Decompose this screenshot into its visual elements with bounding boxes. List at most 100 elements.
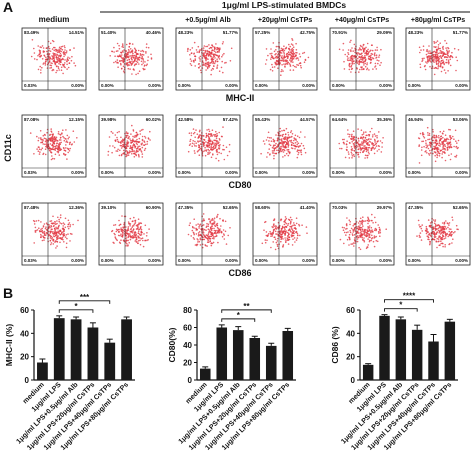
event-dot — [128, 152, 130, 154]
event-dot — [451, 216, 454, 219]
event-dot — [203, 53, 205, 55]
event-dot — [56, 53, 58, 56]
event-dot — [368, 220, 370, 223]
event-dot — [279, 51, 282, 54]
event-dot — [353, 234, 356, 236]
event-dot — [444, 244, 447, 246]
event-dot — [378, 148, 380, 151]
event-dot — [37, 68, 40, 71]
event-dot — [122, 51, 124, 53]
event-dot — [454, 231, 456, 233]
event-dot — [365, 247, 368, 250]
event-dot — [453, 47, 456, 50]
event-dot — [357, 151, 360, 154]
event-dot — [212, 153, 214, 155]
event-dot — [47, 45, 50, 48]
event-dot — [136, 59, 139, 61]
bar — [104, 342, 116, 380]
event-dot — [37, 219, 40, 222]
event-dot — [366, 156, 369, 159]
event-dot — [352, 153, 355, 156]
event-dot — [210, 156, 213, 159]
event-dot — [427, 132, 429, 134]
event-dot — [444, 151, 446, 154]
event-dot — [281, 56, 283, 59]
event-dot — [303, 147, 306, 150]
quadrant-percent: 46.94% — [408, 117, 423, 122]
event-dot — [111, 151, 113, 154]
bar — [53, 318, 65, 380]
event-dot — [289, 216, 292, 219]
y-label: CD11c — [3, 134, 13, 162]
event-dot — [129, 48, 132, 50]
event-dot — [444, 39, 446, 42]
event-dot — [211, 140, 213, 143]
event-dot — [417, 137, 420, 139]
event-dot — [442, 51, 444, 53]
event-dot — [271, 66, 274, 68]
event-dot — [434, 56, 436, 58]
event-dot — [127, 145, 129, 147]
event-dot — [218, 138, 221, 140]
event-dot — [58, 232, 60, 235]
event-dot — [195, 129, 197, 131]
event-dot — [218, 58, 221, 60]
event-dot — [277, 145, 280, 147]
event-dot — [357, 128, 359, 130]
event-dot — [56, 220, 58, 222]
quadrant-percent: 0.00% — [408, 258, 421, 263]
event-dot — [40, 54, 42, 57]
event-dot — [345, 143, 348, 146]
event-dot — [137, 235, 139, 237]
event-dot — [49, 138, 52, 141]
event-dot — [216, 58, 218, 60]
event-dot — [353, 155, 356, 158]
event-dot — [68, 136, 70, 138]
event-dot — [348, 233, 351, 236]
event-dot — [432, 131, 434, 133]
event-dot — [289, 65, 292, 67]
event-dot — [444, 231, 447, 234]
event-dot — [421, 230, 424, 232]
event-dot — [208, 128, 210, 131]
event-dot — [289, 59, 291, 61]
event-dot — [192, 237, 195, 239]
event-dot — [204, 236, 207, 239]
event-dot — [447, 63, 450, 65]
event-dot — [195, 224, 197, 226]
event-dot — [210, 134, 213, 137]
event-dot — [419, 236, 422, 238]
event-dot — [428, 134, 431, 136]
event-dot — [442, 59, 444, 61]
quadrant-percent: 0.00% — [379, 170, 392, 175]
event-dot — [288, 63, 291, 65]
event-dot — [374, 49, 377, 51]
quadrant-percent: 35.36% — [377, 117, 392, 122]
event-dot — [138, 70, 141, 72]
event-dot — [281, 135, 284, 138]
event-dot — [377, 62, 379, 65]
event-dot — [65, 51, 68, 54]
event-dot — [286, 57, 289, 59]
bar — [70, 319, 82, 380]
event-dot — [204, 50, 207, 53]
event-dot — [363, 220, 365, 222]
event-dot — [290, 225, 292, 228]
event-dot — [211, 227, 213, 230]
event-dot — [43, 232, 46, 235]
event-dot — [291, 244, 294, 246]
event-dot — [214, 61, 217, 63]
event-dot — [143, 140, 145, 142]
event-dot — [419, 63, 422, 66]
event-dot — [375, 54, 378, 56]
event-dot — [285, 60, 287, 63]
event-dot — [428, 144, 431, 146]
event-dot — [199, 60, 201, 62]
event-dot — [123, 239, 125, 241]
event-dot — [357, 49, 360, 51]
event-dot — [52, 240, 55, 242]
event-dot — [379, 230, 381, 232]
event-dot — [438, 47, 440, 50]
event-dot — [49, 239, 52, 242]
